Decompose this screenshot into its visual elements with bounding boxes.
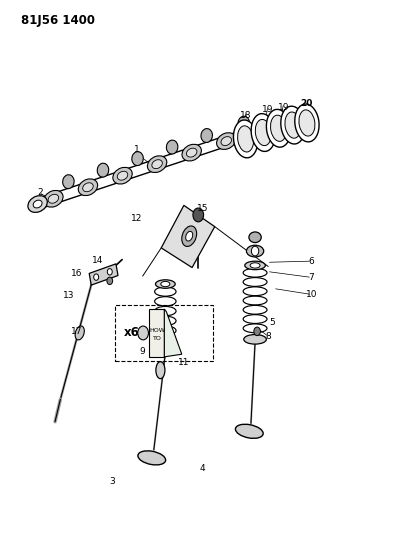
Circle shape <box>254 327 261 336</box>
Text: 20: 20 <box>301 99 313 108</box>
Ellipse shape <box>147 156 167 173</box>
Ellipse shape <box>132 152 143 166</box>
Ellipse shape <box>216 133 236 149</box>
Text: 19: 19 <box>278 102 289 111</box>
Text: 81J56 1400: 81J56 1400 <box>21 14 95 27</box>
Text: 2: 2 <box>37 188 43 197</box>
Text: 8: 8 <box>266 332 271 341</box>
Circle shape <box>107 269 112 275</box>
Ellipse shape <box>254 120 273 137</box>
Ellipse shape <box>97 163 109 177</box>
Text: TO: TO <box>153 336 162 341</box>
Bar <box>149 309 164 357</box>
Ellipse shape <box>182 144 202 161</box>
Ellipse shape <box>201 128 212 142</box>
Ellipse shape <box>266 109 291 147</box>
Circle shape <box>193 208 204 222</box>
Text: 7: 7 <box>309 273 314 281</box>
Text: 3: 3 <box>109 478 115 486</box>
Ellipse shape <box>221 136 232 146</box>
Polygon shape <box>89 264 118 285</box>
Ellipse shape <box>155 280 175 288</box>
Ellipse shape <box>251 114 275 151</box>
Ellipse shape <box>48 195 59 203</box>
Text: 10: 10 <box>306 289 317 298</box>
Text: 11: 11 <box>178 358 190 367</box>
Text: 4: 4 <box>199 464 205 473</box>
Ellipse shape <box>156 362 165 378</box>
Ellipse shape <box>235 424 263 438</box>
Polygon shape <box>161 205 215 268</box>
Ellipse shape <box>117 171 128 180</box>
Ellipse shape <box>186 231 193 241</box>
Ellipse shape <box>247 245 264 257</box>
Text: 15: 15 <box>197 204 208 213</box>
Ellipse shape <box>113 167 132 184</box>
Ellipse shape <box>75 326 84 340</box>
Text: 6: 6 <box>309 257 314 265</box>
Text: 18: 18 <box>240 111 252 120</box>
Ellipse shape <box>285 112 301 138</box>
Text: 5: 5 <box>270 318 275 327</box>
Ellipse shape <box>258 124 268 133</box>
Ellipse shape <box>28 196 47 212</box>
Ellipse shape <box>152 160 162 168</box>
Ellipse shape <box>182 226 197 246</box>
Ellipse shape <box>233 120 258 158</box>
Ellipse shape <box>138 451 166 465</box>
Ellipse shape <box>271 115 287 141</box>
Text: 12: 12 <box>131 214 142 223</box>
Ellipse shape <box>33 200 42 208</box>
Ellipse shape <box>78 179 97 196</box>
Text: 19: 19 <box>262 105 273 114</box>
Circle shape <box>107 277 113 285</box>
Ellipse shape <box>295 104 319 142</box>
Ellipse shape <box>249 232 261 243</box>
Text: 16: 16 <box>71 269 83 278</box>
Ellipse shape <box>63 175 74 189</box>
Ellipse shape <box>238 116 249 130</box>
Text: 1: 1 <box>134 145 140 154</box>
Text: HOW: HOW <box>150 328 166 333</box>
Ellipse shape <box>44 190 63 207</box>
Text: x6: x6 <box>123 326 139 340</box>
Text: 13: 13 <box>63 291 74 300</box>
Ellipse shape <box>237 126 254 152</box>
Ellipse shape <box>299 110 315 136</box>
Circle shape <box>94 274 99 280</box>
Circle shape <box>138 326 148 340</box>
Ellipse shape <box>161 281 170 287</box>
Bar <box>115 305 213 361</box>
Polygon shape <box>164 309 182 357</box>
Ellipse shape <box>281 106 305 144</box>
Ellipse shape <box>244 335 266 344</box>
Text: 17: 17 <box>71 327 83 336</box>
Circle shape <box>252 246 259 256</box>
Ellipse shape <box>166 140 178 154</box>
Circle shape <box>161 346 169 356</box>
Ellipse shape <box>255 119 271 146</box>
Text: 9: 9 <box>140 347 145 356</box>
Ellipse shape <box>186 148 197 157</box>
Ellipse shape <box>245 261 266 270</box>
Ellipse shape <box>83 183 93 192</box>
Text: 14: 14 <box>92 256 103 264</box>
Ellipse shape <box>250 263 260 268</box>
